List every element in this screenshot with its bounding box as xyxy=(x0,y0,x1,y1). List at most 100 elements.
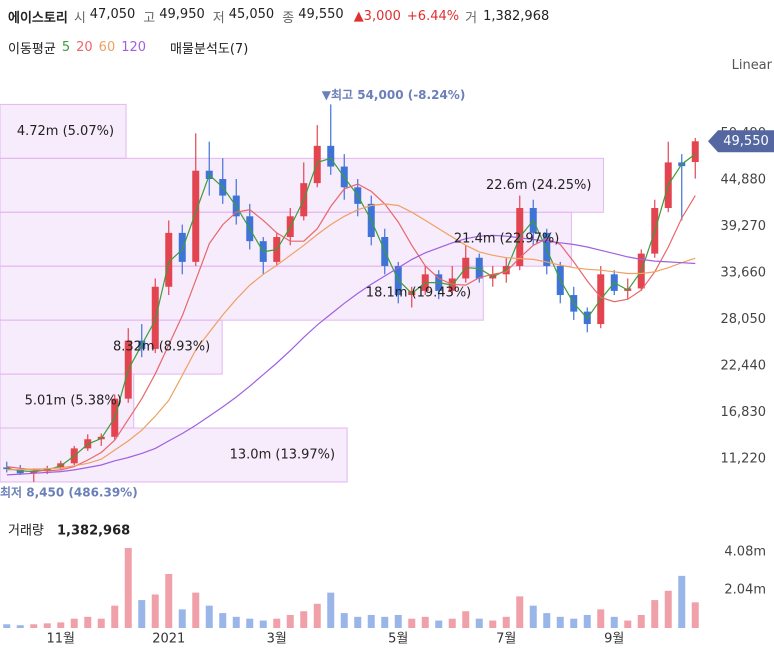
volume-profile-bar xyxy=(0,103,127,159)
y-tick-label: 33,660 xyxy=(721,265,767,280)
volume-bar xyxy=(165,574,173,628)
volume-bar xyxy=(192,592,200,628)
ma-line xyxy=(6,234,696,476)
volume-value: 1,382,968 xyxy=(57,524,130,539)
volume-bar xyxy=(637,614,645,628)
volume-label: 거 xyxy=(465,10,478,26)
volume-bar xyxy=(570,618,578,628)
volume-bar xyxy=(610,616,618,628)
volume-bar xyxy=(43,623,51,628)
volume-profile-bar xyxy=(0,157,604,213)
x-tick-label: 7월 xyxy=(496,632,516,647)
candle-body xyxy=(124,340,132,399)
quote-value: 47,050 xyxy=(89,6,136,22)
candle-body xyxy=(610,274,618,291)
volume-bar xyxy=(16,625,24,628)
y-tick-label: 11,220 xyxy=(721,452,767,467)
scale-label[interactable]: Linear xyxy=(731,58,772,73)
x-tick-label: 3월 xyxy=(267,632,287,647)
candle-body xyxy=(57,463,65,469)
volume-profile-label: 22.6m (24.25%) xyxy=(486,178,591,193)
volume-bar xyxy=(381,616,389,628)
volume-bar xyxy=(543,613,551,628)
indicator-header: 이동평균 5 20 60 120 매물분석도(7) xyxy=(8,37,248,57)
candle-body xyxy=(151,286,159,349)
candle-body xyxy=(165,232,173,287)
volume-bar xyxy=(232,616,240,628)
candle-body xyxy=(3,467,11,470)
candle-body xyxy=(516,208,524,267)
candle-body xyxy=(394,266,402,296)
candle-body xyxy=(583,311,591,325)
quote-list: 시 47,050 고 49,950 저 45,050 종 49,550 xyxy=(74,7,348,26)
ma-title: 이동평균 xyxy=(8,41,56,57)
volume-bar xyxy=(475,618,483,628)
candle-body xyxy=(273,237,281,262)
y-tick-label: 50,490 xyxy=(721,126,767,141)
volume-bar xyxy=(462,611,470,628)
candle-body xyxy=(84,439,92,449)
candle-body xyxy=(556,266,564,296)
volume-bar xyxy=(205,605,213,628)
candle-body xyxy=(637,253,645,289)
volume-bar xyxy=(394,614,402,628)
volume-bar xyxy=(354,616,362,628)
volume-bar xyxy=(421,616,429,628)
candle-body xyxy=(205,170,213,179)
candle-body xyxy=(651,208,659,254)
candle-body xyxy=(70,448,78,464)
quote-value: 49,550 xyxy=(298,6,344,22)
volume-profile-label: 13.0m (13.97%) xyxy=(230,447,335,462)
candle-body xyxy=(97,436,105,440)
candle-body xyxy=(192,170,200,262)
volume-bar xyxy=(664,590,672,628)
volume-profile-label: 18.1m (19.43%) xyxy=(366,286,471,301)
candle-body xyxy=(691,141,699,163)
candle-body xyxy=(232,195,240,217)
volume-bar xyxy=(597,609,605,628)
ma-legend-entry: 120 xyxy=(121,39,147,55)
volume-bar xyxy=(273,618,281,628)
volume-tick-label: 2.04m xyxy=(724,583,766,598)
volume-bar xyxy=(124,547,132,628)
volume-profile-label: 21.4m (22.97%) xyxy=(454,232,559,247)
volume-bar xyxy=(111,605,119,628)
stock-name: 에이스토리 xyxy=(8,10,68,26)
volume-tick-label: 4.08m xyxy=(724,545,766,560)
candle-body xyxy=(354,187,362,204)
quote-label: 시 xyxy=(73,10,86,26)
volume-bar xyxy=(97,618,105,628)
volume-profile-label: 5.01m (5.38%) xyxy=(25,394,122,409)
volume-bar xyxy=(651,600,659,628)
candle-body xyxy=(462,257,470,279)
volume-bar xyxy=(178,609,186,628)
candle-body xyxy=(246,216,254,242)
volume-profile-bar xyxy=(0,211,572,267)
candle-body xyxy=(259,241,267,262)
quote-value: 45,050 xyxy=(228,6,275,22)
candle-body xyxy=(624,288,632,291)
candle-body xyxy=(489,274,497,279)
volume-bar xyxy=(219,613,227,628)
volume-bar xyxy=(259,620,267,628)
candle-body xyxy=(408,290,416,296)
candle-body xyxy=(678,162,686,167)
volume-bar xyxy=(84,616,92,628)
x-tick-label: 9월 xyxy=(604,632,624,647)
candle-body xyxy=(286,216,294,238)
volume-profile-bar xyxy=(0,319,223,375)
candle-body xyxy=(502,266,510,275)
volume-bar xyxy=(516,596,524,628)
analysis-label[interactable]: 매물분석도(7) xyxy=(170,41,249,57)
change: ▲3,000 xyxy=(353,8,401,24)
candle-body xyxy=(421,274,429,291)
candle-body xyxy=(340,166,348,188)
candle-body xyxy=(475,257,483,279)
volume-bar xyxy=(691,602,699,628)
volume-bar xyxy=(408,618,416,628)
ma-legend-entry: 20 xyxy=(76,39,93,55)
quote-label: 고 xyxy=(143,10,156,26)
y-tick-label: 16,830 xyxy=(721,405,767,420)
volume-bar xyxy=(286,614,294,628)
volume-bar xyxy=(624,620,632,628)
